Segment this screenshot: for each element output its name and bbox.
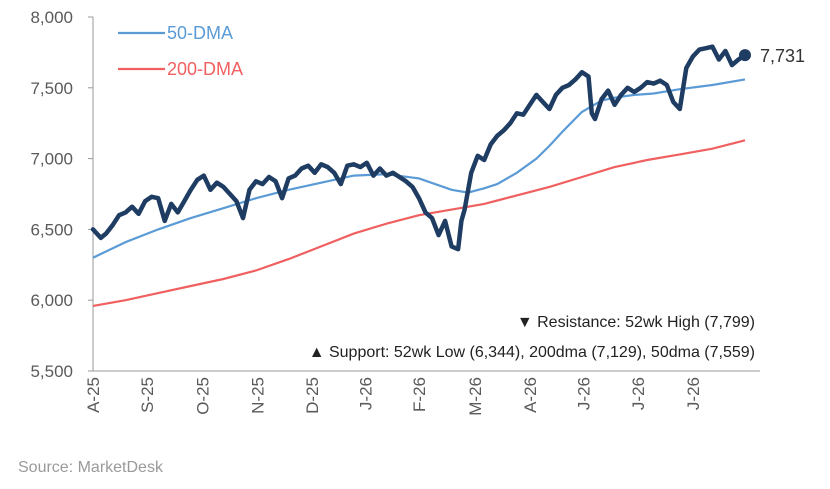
y-tick-label: 6,500: [30, 220, 73, 239]
y-tick-label: 8,000: [30, 8, 73, 27]
y-tick-label: 7,000: [30, 150, 73, 169]
x-tick-label: A-26: [521, 377, 540, 413]
series-line-50-dma: [92, 78, 746, 259]
x-tick-label: J-26: [684, 377, 703, 410]
x-tick-label: A-25: [84, 377, 103, 413]
x-tick-label: J-26: [629, 377, 648, 410]
x-tick-label: M-26: [466, 377, 485, 416]
y-tick-label: 5,500: [30, 362, 73, 381]
x-tick-label: J-26: [357, 377, 376, 410]
x-tick-label: J-26: [574, 377, 593, 410]
x-tick-label: O-25: [194, 377, 213, 415]
x-tick-label: N-25: [248, 377, 267, 414]
resistance-annotation: ▼ Resistance: 52wk High (7,799): [517, 314, 755, 331]
legend-label-200-dma: 200-DMA: [167, 59, 243, 79]
series-line-200-dma: [92, 139, 746, 307]
y-tick-labels: 8,000 7,500 7,000 6,500 6,000 5,500: [30, 8, 93, 381]
last-price-label: 7,731: [760, 46, 805, 66]
source-note: Source: MarketDesk: [18, 459, 164, 476]
last-price-point: [739, 49, 751, 62]
x-tick-label: S-25: [138, 377, 157, 413]
series-line-price: [90, 44, 748, 252]
x-tick-label: F-26: [410, 377, 429, 412]
legend: 50-DMA 200-DMA: [118, 23, 243, 79]
y-tick-label: 6,000: [30, 291, 73, 310]
x-tick-labels: A-25 S-25 O-25 N-25 D-25 J-26 F-26 M-26 A-26 J-26…: [84, 377, 703, 416]
y-tick-label: 7,500: [30, 79, 73, 98]
legend-label-50-dma: 50-DMA: [167, 23, 233, 43]
x-tick-label: D-25: [303, 377, 322, 414]
support-annotation: ▲ Support: 52wk Low (6,344), 200dma (7,1…: [309, 344, 755, 361]
